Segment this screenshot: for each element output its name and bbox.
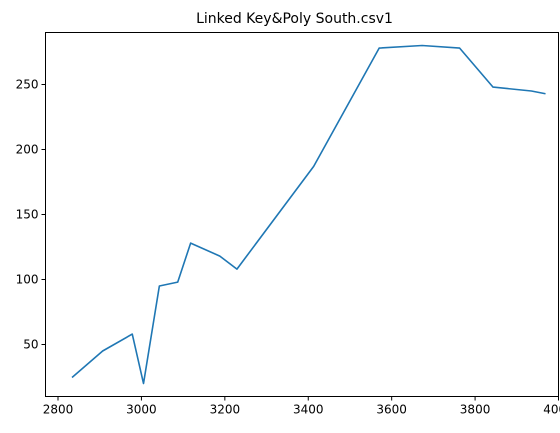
series-line-0 (71, 44, 546, 385)
x-tick-label: 3400 (293, 403, 324, 417)
x-tick-label: 3600 (376, 403, 407, 417)
plot-frame (45, 32, 559, 397)
y-tick-label: 150 (16, 208, 39, 222)
y-axis: 50 100 150 200 250 (16, 78, 46, 352)
x-tick-label: 4000 (543, 403, 560, 417)
y-tick-label: 250 (16, 78, 39, 92)
series-layer (71, 44, 546, 385)
y-tick-label: 50 (23, 338, 38, 352)
y-tick-label: 200 (16, 143, 39, 157)
x-tick-label: 3200 (210, 403, 241, 417)
x-tick-label: 3800 (460, 403, 491, 417)
x-tick-label: 3000 (126, 403, 157, 417)
chart-title: Linked Key&Poly South.csv1 (196, 11, 393, 27)
x-axis: 2800 3000 3200 3400 3600 3800 4000 (43, 396, 560, 417)
x-tick-label: 2800 (43, 403, 74, 417)
y-tick-label: 100 (16, 273, 39, 287)
